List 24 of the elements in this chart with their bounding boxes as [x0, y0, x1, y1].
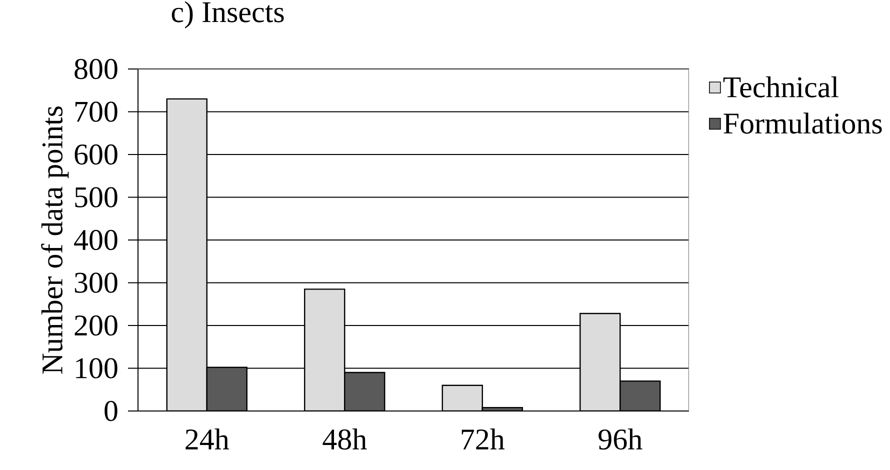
x-tick-label: 96h: [598, 428, 642, 450]
y-tick-label: 100: [76, 358, 118, 378]
legend-label: Technical: [723, 76, 838, 98]
bar: [580, 312, 621, 411]
bar: [166, 98, 208, 411]
y-tick-label: 0: [104, 400, 118, 422]
legend-label: Formulations: [724, 112, 882, 134]
x-tick-label: 24h: [186, 428, 229, 450]
y-tick-label: 500: [75, 187, 118, 208]
y-axis-title: Number of data points: [41, 106, 69, 374]
y-tick-label: 800: [74, 58, 118, 80]
y-tick-label: 600: [74, 144, 118, 165]
y-tick-label: 300: [74, 272, 118, 293]
bar: [620, 380, 661, 411]
bar: [442, 384, 483, 411]
bar: [304, 288, 346, 411]
x-tick-label: 72h: [462, 428, 504, 450]
bar: [206, 366, 248, 411]
x-tick-label: 48h: [322, 428, 367, 450]
y-tick-label: 200: [74, 315, 118, 336]
y-tick-label: 700: [75, 102, 118, 122]
chart-title: c) Insects: [172, 1, 284, 28]
y-tick-label: 400: [74, 230, 118, 250]
bar: [344, 372, 386, 411]
